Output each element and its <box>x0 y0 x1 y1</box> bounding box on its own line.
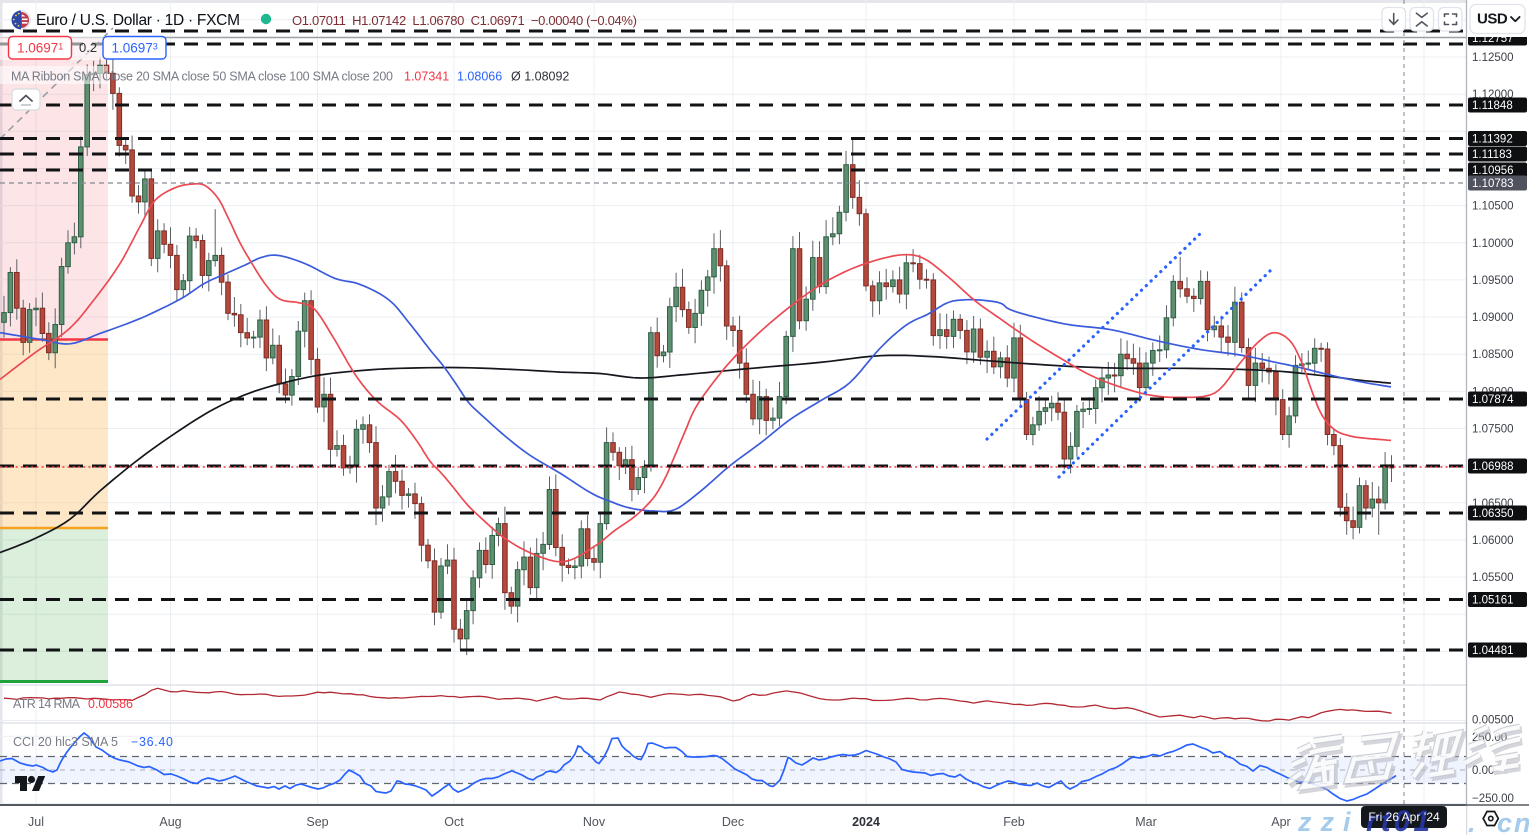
svg-text:Dec: Dec <box>722 815 744 829</box>
svg-text:Ø 1.08092: Ø 1.08092 <box>511 70 569 84</box>
svg-text:1.06971: 1.06971 <box>17 41 63 56</box>
svg-text:Euro / U.S. Dollar · 1D · FXCM: Euro / U.S. Dollar · 1D · FXCM <box>36 12 240 29</box>
svg-text:.: . <box>1468 808 1476 835</box>
svg-text:O1.07011 H1.07142 L1.06780: O1.07011 H1.07142 L1.06780 C1.06971 −0.0… <box>292 13 637 28</box>
svg-text:1.10000: 1.10000 <box>1472 238 1514 250</box>
svg-text:−250.00: −250.00 <box>1472 793 1514 805</box>
svg-text:Fri 26 Apr ’24: Fri 26 Apr ’24 <box>1368 810 1440 824</box>
svg-text:1.06000: 1.06000 <box>1472 535 1514 547</box>
svg-text:cn: cn <box>1497 808 1529 835</box>
svg-text:1.12500: 1.12500 <box>1472 52 1514 64</box>
svg-text:1.07500: 1.07500 <box>1472 424 1514 436</box>
svg-text:1.10956: 1.10956 <box>1472 165 1514 177</box>
svg-text:CCI 20 hlc3 SMA 5: CCI 20 hlc3 SMA 5 <box>13 735 118 749</box>
svg-text:1.04481: 1.04481 <box>1472 645 1514 657</box>
svg-text:0.00: 0.00 <box>1472 765 1494 777</box>
svg-text:1.06973: 1.06973 <box>112 41 158 56</box>
svg-text:1.08066: 1.08066 <box>457 70 502 84</box>
svg-text:MA Ribbon SMA Close 20 SMA clo: MA Ribbon SMA Close 20 SMA close 50 SMA … <box>11 70 393 84</box>
svg-text:Sep: Sep <box>306 815 328 829</box>
svg-text:1.05500: 1.05500 <box>1472 572 1514 584</box>
svg-text:1.07874: 1.07874 <box>1472 394 1514 406</box>
svg-text:1.10783: 1.10783 <box>1472 178 1514 190</box>
svg-text:Feb: Feb <box>1003 815 1025 829</box>
svg-text:1.09500: 1.09500 <box>1472 275 1514 287</box>
svg-text:rt01: rt01 <box>1366 805 1433 835</box>
svg-text:1.11392: 1.11392 <box>1472 134 1513 146</box>
svg-text:1.11848: 1.11848 <box>1472 100 1513 112</box>
svg-text:Apr: Apr <box>1271 815 1290 829</box>
svg-text:Nov: Nov <box>583 815 606 829</box>
svg-text:1.08500: 1.08500 <box>1472 349 1514 361</box>
svg-text:1.09000: 1.09000 <box>1472 312 1514 324</box>
svg-text:1.05161: 1.05161 <box>1472 595 1514 607</box>
svg-text:1.06988: 1.06988 <box>1472 461 1514 473</box>
svg-text:0.00500: 0.00500 <box>1472 715 1514 727</box>
svg-text:Oct: Oct <box>444 815 464 829</box>
svg-text:1.11183: 1.11183 <box>1472 149 1512 161</box>
svg-text:1.07341: 1.07341 <box>404 70 449 84</box>
svg-text:1.10500: 1.10500 <box>1472 201 1514 213</box>
svg-text:2024: 2024 <box>852 815 880 829</box>
svg-text:0.00586: 0.00586 <box>88 697 133 711</box>
svg-text:−36.40: −36.40 <box>131 735 173 749</box>
svg-text:zzi: zzi <box>1297 807 1360 835</box>
svg-text:0.2: 0.2 <box>79 40 97 55</box>
svg-text:Jul: Jul <box>28 815 44 829</box>
svg-text:USD: USD <box>1477 11 1508 28</box>
svg-text:Aug: Aug <box>159 815 181 829</box>
svg-text:ATR 14 RMA: ATR 14 RMA <box>13 697 81 711</box>
svg-text:1.06350: 1.06350 <box>1472 508 1514 520</box>
svg-text:Mar: Mar <box>1135 815 1157 829</box>
